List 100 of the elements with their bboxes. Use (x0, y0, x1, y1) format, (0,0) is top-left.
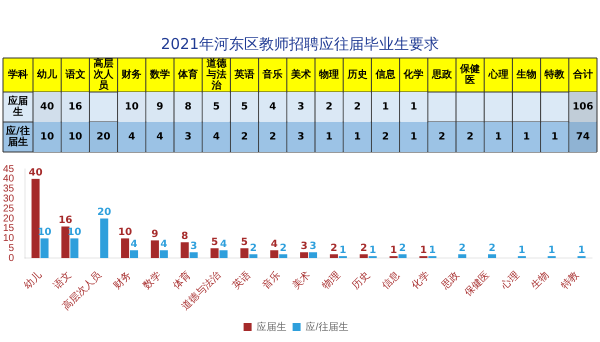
data-label: 2 (269, 132, 276, 143)
bar (249, 254, 258, 258)
bar (240, 248, 248, 258)
bar (330, 254, 338, 258)
data-label: 5 (212, 102, 220, 113)
x-tick-label: 语文 (64, 68, 86, 81)
bar (398, 254, 407, 258)
data-label: 4 (270, 238, 278, 250)
bar (190, 252, 198, 258)
data-label: 74 (576, 132, 590, 143)
data-label: 40 (28, 168, 43, 178)
x-tick-label: 高层次人员 (94, 58, 114, 92)
data-label: 3 (310, 240, 317, 252)
data-label: 1 (326, 132, 333, 143)
data-label: 4 (160, 238, 168, 250)
bar (270, 250, 278, 258)
data-label: 2 (330, 242, 338, 254)
data-label: 4 (220, 238, 228, 250)
bar (360, 254, 368, 258)
data-label: 2 (382, 132, 390, 143)
x-tick-label: 财务 (110, 268, 134, 292)
bar (458, 254, 466, 258)
data-label: 2 (354, 102, 361, 113)
data-label: 4 (128, 132, 136, 143)
y-tick-label: 30 (3, 193, 15, 204)
data-label: 1 (410, 132, 418, 143)
x-tick-label: 幼儿 (36, 68, 58, 81)
data-label: 2 (466, 132, 474, 143)
x-tick-label: 思政 (430, 68, 453, 81)
x-tick-label: 音乐 (260, 268, 283, 292)
data-label: 2 (326, 102, 333, 113)
data-label: 5 (241, 102, 248, 113)
data-label: 3 (184, 132, 192, 143)
data-label: 8 (181, 230, 188, 242)
y-tick-label: 应届生 (7, 95, 28, 118)
x-tick-label: 音乐 (262, 68, 283, 81)
data-label: 4 (269, 102, 276, 113)
x-tick-label: 英语 (230, 268, 253, 292)
bar (40, 238, 49, 258)
data-label: 1 (578, 244, 586, 256)
data-label: 1 (428, 244, 436, 256)
data-label: 10 (68, 132, 82, 143)
x-tick-label: 幼儿 (21, 268, 44, 292)
data-label: 1 (518, 244, 526, 256)
data-label: 4 (130, 238, 138, 250)
x-tick-label: 保健医 (459, 63, 480, 86)
data-label: 20 (97, 207, 112, 218)
data-label: 10 (40, 132, 54, 143)
data-label: 16 (58, 215, 72, 226)
y-tick-label: 20 (3, 213, 15, 224)
data-label: 1 (551, 132, 558, 143)
x-tick-label: 英语 (234, 68, 254, 81)
x-tick-label: 保健医 (462, 270, 492, 299)
x-tick-label: 信息 (374, 68, 396, 81)
x-tick-label: 语文 (51, 268, 74, 292)
bar (32, 178, 40, 258)
x-tick-label: 物理 (318, 68, 340, 81)
data-label: 3 (300, 240, 308, 252)
data-label: 16 (68, 102, 82, 113)
data-label: 1 (354, 132, 361, 143)
data-label: 20 (96, 132, 110, 143)
data-label: 2 (438, 132, 446, 143)
x-tick-label: 特教 (558, 268, 582, 292)
y-tick-label: 40 (3, 174, 15, 185)
bar (100, 218, 108, 258)
x-tick-label: 化学 (402, 68, 424, 81)
x-tick-label: 历史 (350, 268, 372, 292)
x-tick-label: 体育 (170, 268, 194, 292)
bar (61, 226, 70, 258)
y-tick-label: 10 (3, 233, 15, 244)
x-tick-label: 思政 (439, 270, 462, 292)
data-label: 3 (297, 102, 304, 113)
x-tick-label: 美术 (290, 268, 313, 292)
bar (300, 252, 308, 258)
x-tick-label: 财务 (120, 68, 142, 81)
bar (130, 250, 138, 258)
x-tick-label: 物理 (320, 270, 342, 292)
data-label: 5 (240, 236, 248, 248)
bar (279, 254, 288, 258)
x-tick-label: 合计 (572, 68, 593, 81)
bar (488, 254, 496, 258)
data-label: 1 (382, 102, 390, 113)
data-label: 2 (360, 242, 368, 254)
bar (220, 250, 228, 258)
chart-title: 2021年河东区教师招聘应往届毕业生要求 (160, 34, 440, 53)
bar (309, 252, 318, 258)
data-label: 1 (420, 244, 427, 256)
data-label: 40 (40, 102, 54, 113)
data-label: 2 (488, 242, 496, 254)
bar (180, 242, 189, 258)
data-label: 8 (184, 102, 192, 113)
y-tick-label: 15 (3, 223, 15, 234)
data-label: 2 (399, 242, 406, 254)
x-tick-label: 生物 (516, 68, 536, 81)
x-tick-label: 化学 (409, 268, 432, 292)
data-label: 9 (151, 228, 158, 240)
y-tick-label: 应/往届生 (5, 125, 30, 148)
data-label: 1 (494, 132, 502, 143)
x-tick-label: 历史 (346, 68, 368, 81)
data-label: 1 (369, 244, 376, 256)
